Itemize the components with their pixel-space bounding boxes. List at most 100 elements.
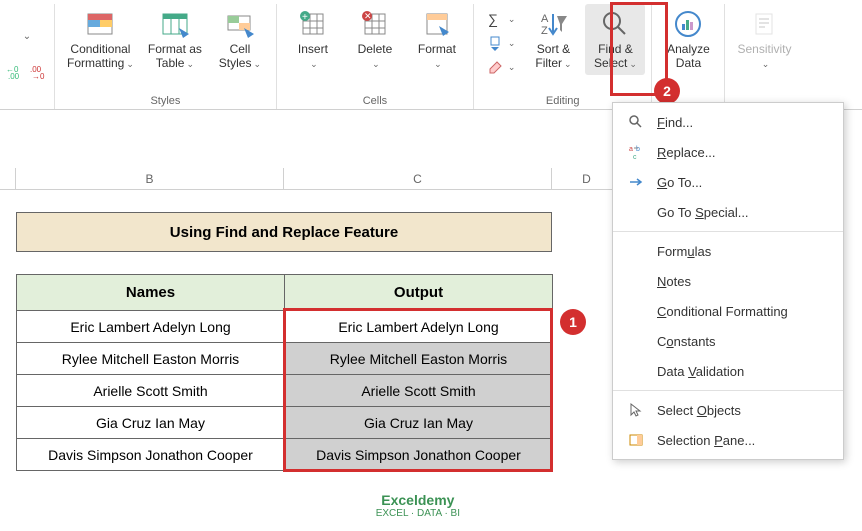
cell-output-1[interactable]: Rylee Mitchell Easton Morris (285, 343, 553, 375)
table-row: Eric Lambert Adelyn Long Eric Lambert Ad… (17, 311, 553, 343)
analyze-data-button[interactable]: AnalyzeData (658, 4, 718, 75)
analyze-data-icon (672, 8, 704, 40)
menu-constants-label: Constants (657, 334, 829, 349)
cell-name-1[interactable]: Rylee Mitchell Easton Morris (17, 343, 285, 375)
cell-name-4[interactable]: Davis Simpson Jonathon Cooper (17, 439, 285, 471)
menu-notes-label: Notes (657, 274, 829, 289)
analyze-label-1: Analyze (667, 42, 710, 56)
conditional-formatting-label-1: Conditional (70, 42, 130, 56)
insert-label: Insert (298, 42, 328, 56)
menu-replace[interactable]: abc Replace... (613, 137, 843, 167)
menu-formulas[interactable]: Formulas (613, 236, 843, 266)
menu-cond-format[interactable]: Conditional Formatting (613, 296, 843, 326)
sensitivity-label: Sensitivity (737, 42, 791, 56)
format-as-table-button[interactable]: Format asTable⌄ (142, 4, 208, 75)
fill-down-icon (486, 34, 504, 52)
format-button[interactable]: Format⌄ (407, 4, 467, 75)
group-label-cells: Cells (363, 95, 387, 109)
cell-output-4[interactable]: Davis Simpson Jonathon Cooper (285, 439, 553, 471)
col-header-c[interactable]: C (284, 168, 552, 189)
sort-filter-label-2: Filter (535, 56, 562, 70)
grid-content: Using Find and Replace Feature Names Out… (16, 190, 553, 471)
column-headers: B C D (0, 168, 622, 190)
find-select-label-2: Select (594, 56, 627, 70)
delete-button[interactable]: ✕ Delete⌄ (345, 4, 405, 75)
svg-text:A: A (541, 13, 549, 25)
format-label: Format (418, 42, 456, 56)
cell-name-2[interactable]: Arielle Scott Smith (17, 375, 285, 407)
cell-name-3[interactable]: Gia Cruz Ian May (17, 407, 285, 439)
delete-icon: ✕ (359, 8, 391, 40)
decrease-decimal-button[interactable]: .00→0 (30, 62, 48, 83)
cell-output-2[interactable]: Arielle Scott Smith (285, 375, 553, 407)
menu-replace-label: Replace... (657, 145, 829, 160)
menu-select-objects[interactable]: Select Objects (613, 395, 843, 425)
col-header-b[interactable]: B (16, 168, 284, 189)
pane-icon (627, 431, 645, 449)
svg-text:✕: ✕ (364, 11, 372, 21)
autosum-button[interactable]: ∑⌄ (482, 8, 520, 30)
increase-decimal-button[interactable]: ←0.00 (6, 62, 24, 83)
watermark: Exceldemy EXCEL · DATA · BI (376, 492, 460, 519)
menu-find[interactable]: Find... (613, 107, 843, 137)
table-row: Arielle Scott Smith Arielle Scott Smith (17, 375, 553, 407)
watermark-tag: EXCEL · DATA · BI (376, 508, 460, 519)
cell-output-3[interactable]: Gia Cruz Ian May (285, 407, 553, 439)
table-row: Rylee Mitchell Easton Morris Rylee Mitch… (17, 343, 553, 375)
title-cell[interactable]: Using Find and Replace Feature (16, 212, 552, 252)
delete-label: Delete (358, 42, 393, 56)
clear-button[interactable]: ⌄ (482, 56, 520, 78)
menu-goto-special-label: Go To Special... (657, 205, 829, 220)
ribbon-group-sensitivity: Sensitivity⌄ (725, 4, 803, 109)
cell-styles-label-2: Styles (219, 56, 252, 70)
cell-styles-label-1: Cell (230, 42, 251, 56)
svg-text:→0: →0 (32, 72, 45, 80)
menu-selection-pane-label: Selection Pane... (657, 433, 829, 448)
col-header-a[interactable] (0, 168, 16, 189)
menu-goto[interactable]: Go To... (613, 167, 843, 197)
svg-text:Z: Z (541, 25, 548, 37)
format-as-table-label-1: Format as (148, 42, 202, 56)
sort-filter-button[interactable]: AZ Sort &Filter⌄ (523, 4, 583, 75)
header-output[interactable]: Output (285, 275, 553, 311)
format-dropdown-icon[interactable]: ⌄ (23, 31, 31, 42)
format-as-table-label-2: Table (156, 56, 185, 70)
header-names[interactable]: Names (17, 275, 285, 311)
cell-styles-button[interactable]: CellStyles⌄ (210, 4, 270, 75)
analyze-label-2: Data (676, 56, 701, 70)
menu-constants[interactable]: Constants (613, 326, 843, 356)
group-label-styles: Styles (150, 95, 180, 109)
menu-divider-1 (613, 231, 843, 232)
fill-button[interactable]: ⌄ (482, 32, 520, 54)
menu-find-label: Find... (657, 115, 829, 130)
find-select-button[interactable]: Find &Select⌄ (585, 4, 645, 75)
format-icon (421, 8, 453, 40)
cell-name-0[interactable]: Eric Lambert Adelyn Long (17, 311, 285, 343)
menu-select-objects-label: Select Objects (657, 403, 829, 418)
insert-icon: + (297, 8, 329, 40)
ribbon: ⌄ ←0.00 .00→0 ConditionalFormatting⌄ (0, 0, 862, 110)
menu-notes[interactable]: Notes (613, 266, 843, 296)
format-as-table-icon (159, 8, 191, 40)
menu-cond-label: Conditional Formatting (657, 304, 829, 319)
menu-formulas-label: Formulas (657, 244, 829, 259)
find-select-dropdown: Find... abc Replace... Go To... Go To Sp… (612, 102, 844, 460)
insert-button[interactable]: + Insert⌄ (283, 4, 343, 75)
menu-validation[interactable]: Data Validation (613, 356, 843, 386)
search-icon (627, 113, 645, 131)
table-row: Gia Cruz Ian May Gia Cruz Ian May (17, 407, 553, 439)
menu-goto-label: Go To... (657, 175, 829, 190)
menu-selection-pane[interactable]: Selection Pane... (613, 425, 843, 455)
goto-icon (627, 173, 645, 191)
callout-1: 1 (560, 309, 586, 335)
group-label-editing: Editing (546, 95, 580, 109)
svg-text:a: a (629, 146, 633, 153)
menu-validation-label: Data Validation (657, 364, 829, 379)
conditional-formatting-button[interactable]: ConditionalFormatting⌄ (61, 4, 140, 75)
svg-text:+: + (302, 12, 308, 23)
cell-output-0[interactable]: Eric Lambert Adelyn Long (285, 311, 553, 343)
ribbon-left-edge: ⌄ ←0.00 .00→0 (0, 4, 55, 109)
ribbon-group-cells: + Insert⌄ ✕ Delete⌄ Format⌄ Cells (277, 4, 474, 109)
menu-goto-special[interactable]: Go To Special... (613, 197, 843, 227)
find-select-icon (599, 8, 631, 40)
